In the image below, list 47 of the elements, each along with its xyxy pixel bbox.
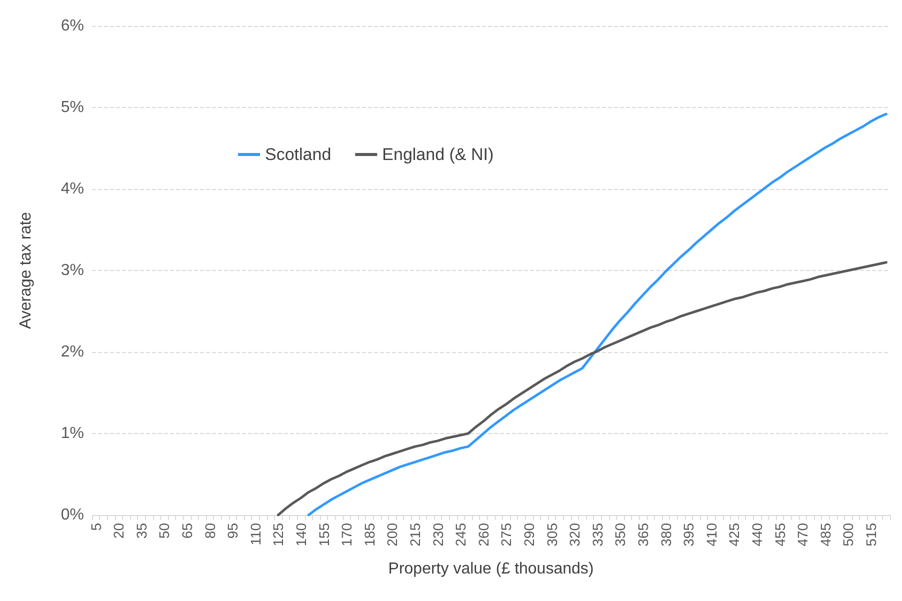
y-tick-label: 3% [60,262,84,279]
x-axis-title: Property value (£ thousands) [388,560,594,578]
x-tick-label: 35 [133,522,150,539]
x-tick-label: 50 [156,522,172,539]
x-tick-label: 125 [270,522,286,546]
x-tick-label: 380 [658,522,674,546]
x-tick-label: 215 [407,522,423,546]
x-tick-label: 425 [726,522,742,546]
y-tick-label: 2% [60,344,84,360]
x-tick-label: 320 [566,522,583,546]
x-tick-label: 65 [179,522,195,539]
x-tick-label: 500 [840,522,856,546]
x-tick-label: 515 [863,522,879,546]
x-tick-label: 185 [361,522,378,546]
x-tick-label: 20 [110,522,127,539]
x-tick-label: 110 [247,522,264,546]
y-tick-label: 6% [60,18,84,34]
y-tick-label: 4% [60,180,84,198]
x-tick-label: 275 [498,522,514,546]
x-tick-label: 230 [430,522,446,546]
x-tick-label: 365 [635,522,651,546]
y-tick-label: 5% [60,99,84,116]
x-tick-label: 305 [544,522,560,546]
x-tick-label: 440 [749,522,765,546]
legend-label: Scotland [265,145,332,164]
y-tick-label: 0% [60,506,84,524]
x-tick-label: 140 [293,522,309,546]
x-tick-label: 395 [680,522,697,546]
legend-label: England (& NI) [382,145,494,164]
x-tick-label: 245 [452,522,469,546]
x-tick-label: 170 [338,522,355,546]
x-tick-label: 470 [794,522,811,546]
x-tick-label: 410 [703,522,720,546]
x-tick-label: 155 [316,522,332,546]
x-tick-label: 350 [612,522,628,546]
x-tick-label: 80 [202,522,218,539]
y-tick-label: 1% [60,425,84,442]
x-tick-label: 290 [521,522,537,546]
x-tick-label: 335 [589,522,606,546]
x-tick-label: 5 [88,522,104,531]
x-tick-label: 455 [772,522,788,546]
x-tick-label: 260 [475,522,492,546]
line-series [276,261,888,516]
x-tick-label: 485 [817,522,834,546]
y-axis-title: Average tax rate [18,212,34,330]
x-tick-label: 95 [224,522,241,539]
x-tick-label: 200 [384,522,400,546]
